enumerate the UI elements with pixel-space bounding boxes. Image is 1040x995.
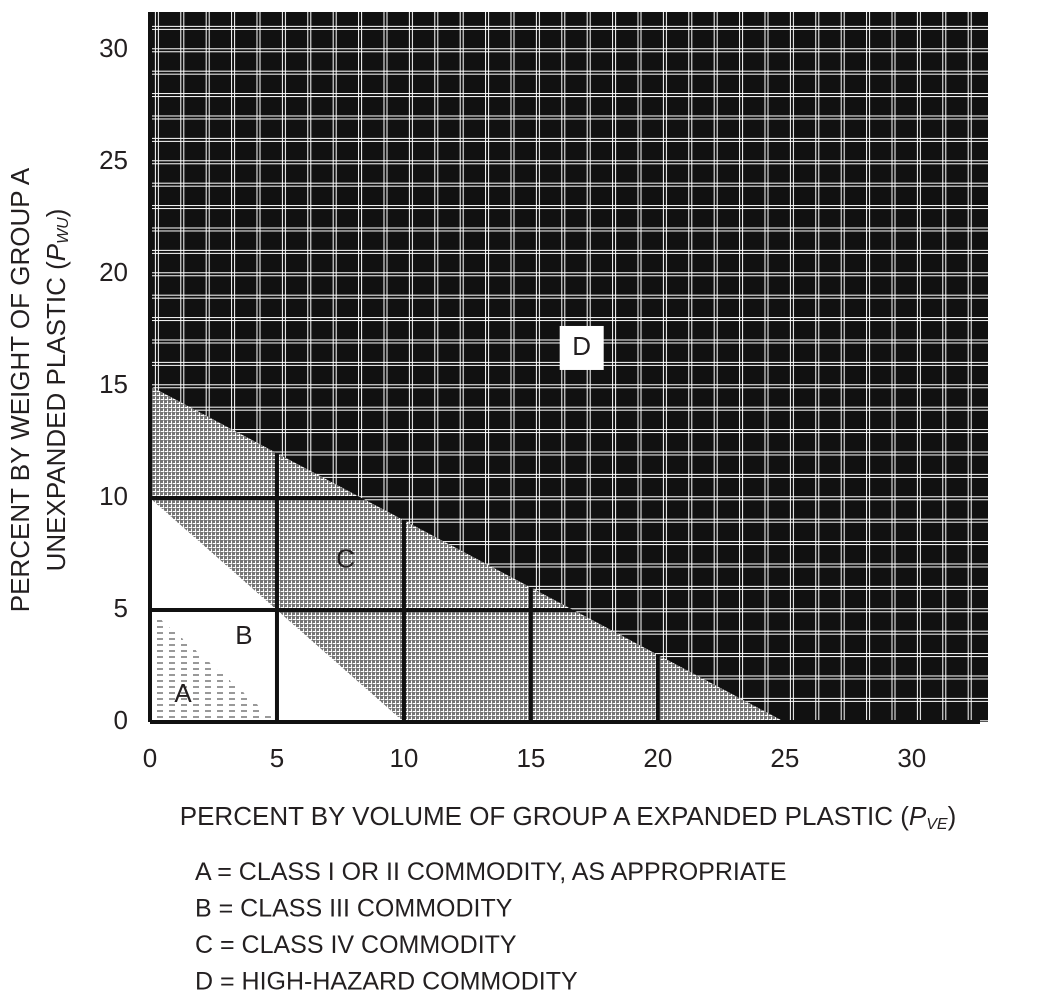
region-label: D (572, 331, 591, 361)
y-label-line2: UNEXPANDED PLASTIC (PWU) (41, 209, 72, 572)
y-label-line1: PERCENT BY WEIGHT OF GROUP A (5, 167, 35, 612)
x-tick-label: 15 (516, 743, 545, 773)
y-tick-label: 30 (99, 33, 128, 63)
y-label-close: ) (41, 209, 71, 218)
region-label: B (235, 620, 252, 650)
legend-entry: D = HIGH-HAZARD COMMODITY (195, 968, 578, 995)
x-label: PERCENT BY VOLUME OF GROUP A EXPANDED PL… (180, 801, 957, 833)
y-tick-label: 20 (99, 257, 128, 287)
region-label: C (336, 544, 355, 574)
legend-entry: C = CLASS IV COMMODITY (195, 931, 517, 959)
x-tick-label: 0 (143, 743, 157, 773)
region-a (150, 610, 277, 722)
x-tick-label: 5 (270, 743, 284, 773)
x-tick-label: 30 (897, 743, 926, 773)
y-label-subscript: WU (55, 217, 72, 244)
y-label-symbol: P (41, 243, 71, 261)
x-tick-label: 20 (643, 743, 672, 773)
x-label-text: PERCENT BY VOLUME OF GROUP A EXPANDED PL… (180, 801, 909, 831)
x-tick-label: 25 (770, 743, 799, 773)
y-label-text: UNEXPANDED PLASTIC ( (41, 261, 71, 571)
y-tick-label: 5 (114, 593, 128, 623)
x-label-close: ) (948, 801, 957, 831)
region-label: A (174, 678, 192, 708)
y-tick-label: 25 (99, 145, 128, 175)
y-tick-label: 15 (99, 369, 128, 399)
y-tick-label: 10 (99, 481, 128, 511)
y-tick-label: 0 (114, 705, 128, 735)
legend-entry: B = CLASS III COMMODITY (195, 895, 513, 923)
legend-entry: A = CLASS I OR II COMMODITY, AS APPROPRI… (195, 858, 787, 886)
label-box (559, 325, 604, 370)
x-tick-label: 10 (389, 743, 418, 773)
x-label-symbol: P (909, 801, 927, 831)
x-label-subscript: VE (926, 816, 948, 833)
